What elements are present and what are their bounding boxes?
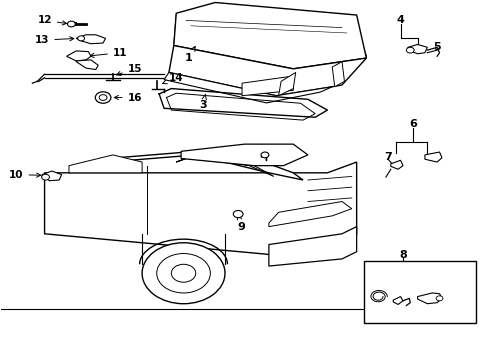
Circle shape — [233, 211, 243, 218]
Polygon shape — [76, 35, 105, 44]
Circle shape — [261, 152, 268, 158]
Circle shape — [95, 92, 111, 103]
Text: 10: 10 — [9, 170, 41, 180]
Polygon shape — [168, 45, 366, 96]
Polygon shape — [163, 72, 331, 103]
Text: 4: 4 — [396, 15, 404, 26]
Text: 7: 7 — [384, 152, 391, 162]
Polygon shape — [407, 44, 427, 54]
Polygon shape — [417, 293, 441, 304]
Text: 3: 3 — [199, 94, 206, 110]
Polygon shape — [173, 4, 366, 65]
Text: 16: 16 — [114, 93, 142, 103]
Text: 2: 2 — [265, 157, 280, 167]
Polygon shape — [181, 144, 307, 166]
Text: 1: 1 — [184, 46, 195, 63]
Polygon shape — [76, 60, 98, 69]
Polygon shape — [44, 162, 356, 259]
Circle shape — [406, 47, 413, 53]
Polygon shape — [176, 155, 273, 176]
Polygon shape — [278, 72, 295, 96]
Text: 12: 12 — [37, 15, 66, 26]
Text: 9: 9 — [237, 215, 244, 231]
Polygon shape — [66, 51, 91, 61]
Polygon shape — [242, 76, 293, 96]
Circle shape — [78, 36, 84, 41]
Polygon shape — [268, 202, 351, 226]
Circle shape — [67, 21, 75, 27]
Polygon shape — [390, 160, 402, 169]
Text: 11: 11 — [90, 48, 127, 58]
Circle shape — [99, 95, 107, 100]
Text: 5: 5 — [432, 42, 440, 52]
Text: 14: 14 — [163, 73, 183, 84]
Text: 15: 15 — [116, 64, 142, 76]
Polygon shape — [69, 155, 142, 173]
Polygon shape — [392, 297, 402, 305]
Text: 8: 8 — [398, 250, 406, 260]
Polygon shape — [69, 151, 303, 180]
Polygon shape — [331, 62, 344, 87]
Circle shape — [41, 174, 49, 180]
Text: 13: 13 — [35, 35, 74, 45]
Circle shape — [142, 243, 224, 304]
Polygon shape — [42, 171, 61, 181]
Circle shape — [435, 296, 442, 301]
Polygon shape — [424, 152, 441, 162]
Bar — [363, 261, 475, 323]
Circle shape — [171, 264, 195, 282]
Polygon shape — [268, 226, 356, 266]
Polygon shape — [173, 3, 366, 69]
Circle shape — [157, 253, 210, 293]
Text: 6: 6 — [408, 120, 416, 129]
